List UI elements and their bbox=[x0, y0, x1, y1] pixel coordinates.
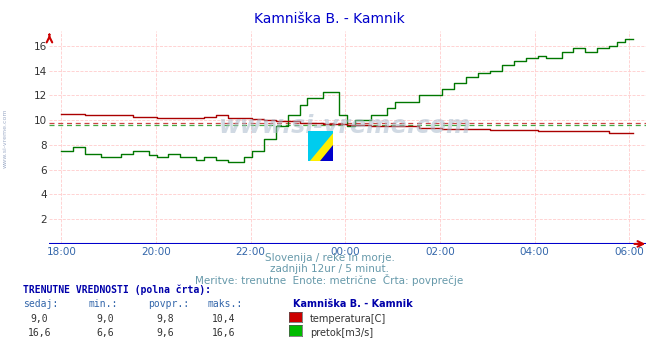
Text: 16,6: 16,6 bbox=[212, 328, 236, 338]
Text: 16,6: 16,6 bbox=[28, 328, 51, 338]
Text: 6,6: 6,6 bbox=[97, 328, 114, 338]
Text: 9,6: 9,6 bbox=[156, 328, 173, 338]
Polygon shape bbox=[320, 145, 333, 161]
Text: pretok[m3/s]: pretok[m3/s] bbox=[310, 328, 373, 338]
Text: zadnjih 12ur / 5 minut.: zadnjih 12ur / 5 minut. bbox=[270, 264, 389, 274]
Text: temperatura[C]: temperatura[C] bbox=[310, 314, 386, 324]
Text: TRENUTNE VREDNOSTI (polna črta):: TRENUTNE VREDNOSTI (polna črta): bbox=[23, 284, 211, 295]
Text: min.:: min.: bbox=[89, 299, 119, 309]
Text: maks.:: maks.: bbox=[208, 299, 243, 309]
Text: povpr.:: povpr.: bbox=[148, 299, 189, 309]
Text: www.si-vreme.com: www.si-vreme.com bbox=[3, 109, 8, 168]
Text: sedaj:: sedaj: bbox=[23, 299, 58, 309]
Text: Slovenija / reke in morje.: Slovenija / reke in morje. bbox=[264, 253, 395, 263]
Text: www.si-vreme.com: www.si-vreme.com bbox=[219, 115, 472, 138]
Text: Meritve: trenutne  Enote: metrične  Črta: povprečje: Meritve: trenutne Enote: metrične Črta: … bbox=[195, 274, 464, 286]
Text: Kamniška B. - Kamnik: Kamniška B. - Kamnik bbox=[254, 12, 405, 26]
Text: 9,0: 9,0 bbox=[97, 314, 114, 324]
Text: 10,4: 10,4 bbox=[212, 314, 236, 324]
Polygon shape bbox=[308, 131, 333, 161]
Text: Kamniška B. - Kamnik: Kamniška B. - Kamnik bbox=[293, 299, 413, 309]
Text: 9,8: 9,8 bbox=[156, 314, 173, 324]
Text: 9,0: 9,0 bbox=[31, 314, 48, 324]
